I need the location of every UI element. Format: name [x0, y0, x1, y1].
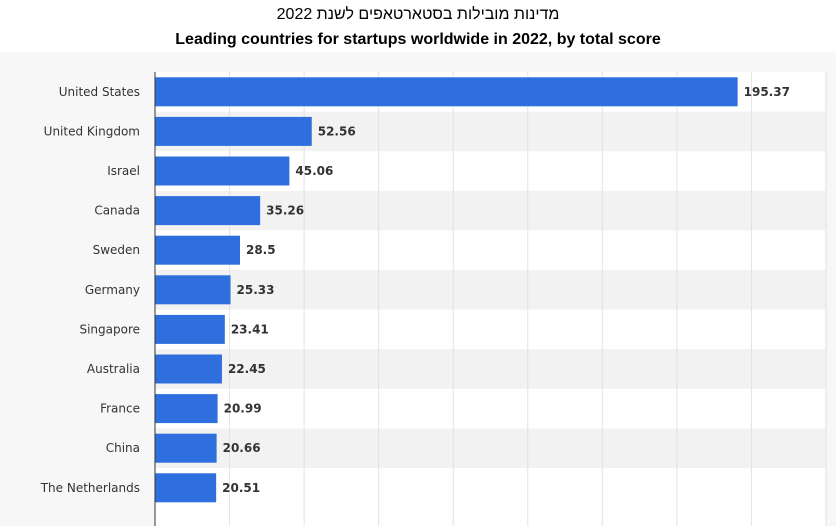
category-label: Germany: [85, 283, 140, 297]
value-label: 20.99: [224, 402, 262, 416]
bar: [155, 235, 240, 265]
row-band: [155, 428, 826, 468]
bar: [155, 77, 738, 107]
category-label: Singapore: [79, 322, 140, 336]
value-label: 35.26: [266, 204, 304, 218]
category-label: The Netherlands: [40, 481, 140, 495]
value-label: 25.33: [237, 283, 275, 297]
chart-title-hebrew: מדינות מובילות בסטארטאפים לשנת 2022: [276, 6, 560, 23]
row-band: [155, 270, 826, 310]
bar: [155, 116, 312, 146]
bar: [155, 156, 290, 186]
value-label: 195.37: [744, 85, 790, 99]
value-label: 45.06: [295, 164, 333, 178]
category-label: Australia: [87, 362, 140, 376]
value-label: 20.51: [222, 481, 260, 495]
bar: [155, 433, 217, 463]
bar: [155, 196, 261, 226]
category-label: Sweden: [93, 243, 140, 257]
row-band: [155, 349, 826, 389]
category-label: Israel: [107, 164, 140, 178]
value-label: 23.41: [231, 322, 269, 336]
chart-area: United States 195.37 United Kingdom 52.56 Is…: [0, 52, 836, 526]
bar: [155, 394, 218, 424]
category-label: United States: [59, 85, 140, 99]
bar-chart: United States 195.37 United Kingdom 52.56 Is…: [40, 72, 827, 526]
value-label: 28.5: [246, 243, 276, 257]
value-label: 20.66: [223, 441, 261, 455]
chart-title: Leading countries for startups worldwide…: [175, 31, 661, 48]
bar: [155, 314, 225, 344]
value-label: 22.45: [228, 362, 266, 376]
category-label: China: [106, 441, 140, 455]
bar: [155, 275, 231, 305]
category-label: United Kingdom: [44, 124, 140, 138]
category-label: Canada: [94, 204, 140, 218]
bar: [155, 473, 217, 503]
row-band: [155, 190, 826, 231]
category-label: France: [100, 402, 140, 416]
bar: [155, 354, 222, 384]
value-label: 52.56: [318, 124, 356, 138]
